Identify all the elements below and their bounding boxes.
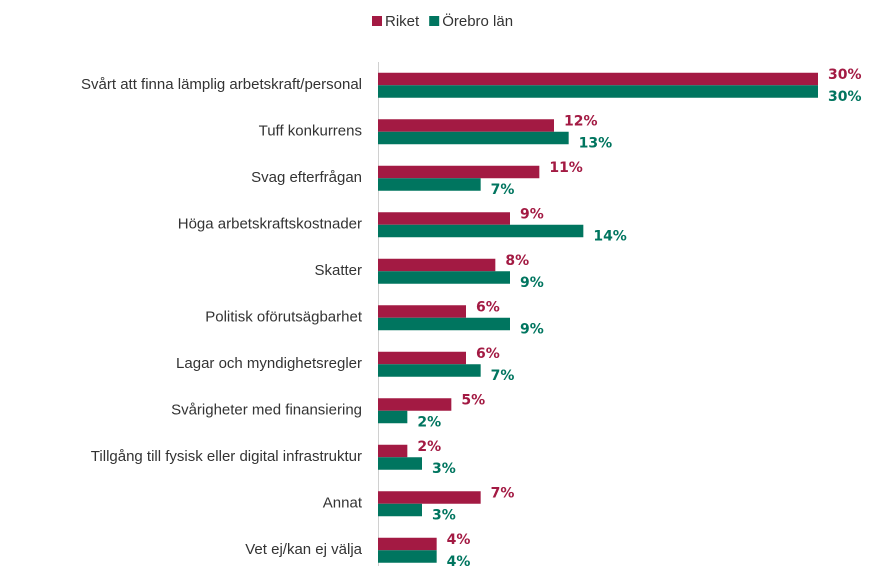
category-label: Tillgång till fysisk eller digital infra… <box>91 448 362 465</box>
value-label: 2% <box>417 439 441 455</box>
value-label: 6% <box>476 299 500 315</box>
value-label: 5% <box>461 392 485 408</box>
value-label: 30% <box>828 67 862 83</box>
value-label: 3% <box>432 461 456 477</box>
category-label: Tuff konkurrens <box>259 123 362 140</box>
bar <box>378 165 540 179</box>
category-label: Politisk oförutsägbarhet <box>205 309 363 326</box>
bar <box>378 72 818 86</box>
bar <box>378 178 481 191</box>
value-label: 9% <box>520 321 544 337</box>
bar <box>378 305 466 318</box>
bar <box>378 212 510 225</box>
legend-label: Örebro län <box>442 12 513 30</box>
bar <box>378 271 510 284</box>
category-label: Annat <box>323 495 363 512</box>
bar <box>378 410 408 424</box>
bar <box>378 351 466 365</box>
value-label: 2% <box>417 414 441 430</box>
value-label: 12% <box>564 113 598 129</box>
bar <box>378 503 422 517</box>
bar <box>378 258 496 272</box>
bar <box>378 364 481 377</box>
value-label: 4% <box>447 554 471 566</box>
category-label: Skatter <box>314 262 362 279</box>
bar <box>378 131 569 145</box>
category-label: Höga arbetskraftskostnader <box>178 216 362 233</box>
value-label: 13% <box>579 135 613 151</box>
bar <box>378 537 437 551</box>
value-label: 3% <box>432 507 456 523</box>
category-label: Svag efterfrågan <box>251 169 362 186</box>
bar <box>378 491 481 504</box>
bar <box>378 444 408 458</box>
value-label: 7% <box>491 485 515 501</box>
category-label: Svårt att finna lämplig arbetskraft/pers… <box>81 76 362 93</box>
bar <box>378 85 818 98</box>
category-label: Svårigheter med finansiering <box>171 402 362 419</box>
value-label: 9% <box>520 206 544 222</box>
value-label: 8% <box>505 253 529 269</box>
value-label: 7% <box>491 368 515 384</box>
bar <box>378 119 554 132</box>
legend-label: Riket <box>385 13 420 30</box>
legend-swatch <box>372 16 382 26</box>
value-label: 9% <box>520 275 544 291</box>
value-label: 14% <box>593 228 627 244</box>
bar <box>378 224 584 238</box>
legend-swatch <box>429 16 440 26</box>
value-label: 30% <box>828 89 862 105</box>
category-label: Lagar och myndighetsregler <box>176 355 362 372</box>
bar <box>378 398 452 411</box>
value-label: 6% <box>476 346 500 362</box>
category-label: Vet ej/kan ej välja <box>245 541 362 558</box>
value-label: 7% <box>491 182 515 198</box>
bar <box>378 457 422 470</box>
value-label: 11% <box>549 160 583 176</box>
value-label: 4% <box>447 532 471 548</box>
bar <box>378 317 510 331</box>
bar <box>378 550 437 563</box>
